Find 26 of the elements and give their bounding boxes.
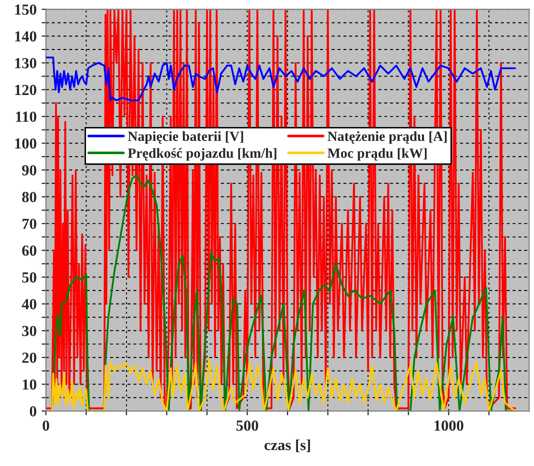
legend-label: Natężenie prądu [A] [328, 131, 447, 144]
legend-label: Napięcie baterii [V] [128, 131, 244, 144]
y-tick-label: 20 [22, 352, 36, 363]
y-tick-label: 0 [30, 406, 36, 416]
y-tick-label: 120 [15, 84, 36, 96]
line-series [46, 56, 516, 102]
y-tick-label: 40 [22, 299, 36, 310]
y-tick-label: 150 [15, 4, 36, 15]
legend-label: Prędkość pojazdu [km/h] [128, 148, 276, 161]
x-tick-label: 500 [236, 420, 258, 431]
y-tick-label: 130 [15, 58, 36, 68]
y-tick-label: 100 [15, 138, 36, 149]
y-tick-label: 110 [16, 112, 36, 122]
y-tick-label: 70 [22, 218, 36, 230]
y-tick-label: 90 [22, 165, 36, 176]
line-series [46, 359, 516, 412]
y-tick-label: 80 [22, 192, 36, 202]
x-axis-title: czas [s] [264, 439, 310, 452]
y-tick-label: 140 [15, 31, 36, 42]
y-tick-label: 50 [22, 272, 36, 283]
x-tick-label: 0 [42, 420, 50, 431]
y-tick-label: 30 [22, 326, 36, 336]
legend-label: Moc prądu [kW] [328, 148, 427, 161]
y-tick-label: 10 [22, 379, 36, 390]
x-tick-label: 1000 [434, 420, 464, 431]
y-tick-label: 60 [22, 245, 36, 256]
